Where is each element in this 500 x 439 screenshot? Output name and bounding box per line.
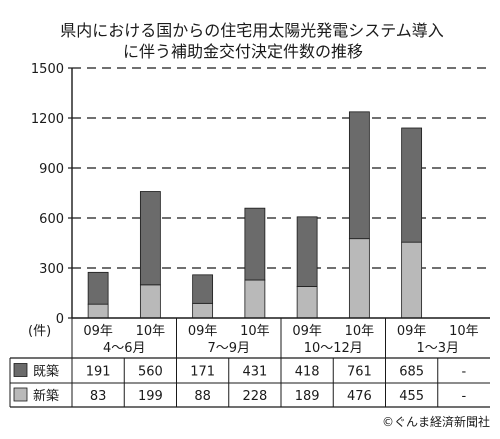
y-axis-ticks: 0 300 600 900 1200 1500 bbox=[31, 62, 72, 327]
table-value-new: - bbox=[462, 389, 467, 404]
table-value-new: 455 bbox=[399, 389, 424, 404]
bar-new-3 bbox=[244, 279, 266, 319]
bar-existing-1 bbox=[139, 191, 161, 286]
y-tick-label: 1200 bbox=[31, 112, 64, 127]
table-value-new: 189 bbox=[295, 389, 320, 404]
x-group-label: 4〜6月 bbox=[103, 341, 146, 356]
bar-new-5 bbox=[348, 238, 370, 319]
legend-label-existing: 既築 bbox=[33, 365, 59, 380]
bar-new-4 bbox=[296, 286, 318, 319]
bar-existing-2 bbox=[192, 274, 214, 304]
legend-label-new: 新築 bbox=[33, 388, 59, 404]
chart-title-line-1: 県内における国からの住宅用太陽光発電システム導入 bbox=[60, 21, 444, 40]
table-value-new: 228 bbox=[242, 389, 267, 404]
table-value-existing: 431 bbox=[242, 365, 267, 380]
table-value-existing: 761 bbox=[347, 365, 372, 380]
bar-new-2 bbox=[192, 302, 214, 319]
table-value-existing: 191 bbox=[86, 365, 111, 380]
table-value-existing: 685 bbox=[399, 365, 424, 380]
data-table: 09年 10年 09年 10年 09年 10年 09年 10年 4〜6月 7〜9月 10〜12月 1〜… bbox=[9, 318, 490, 408]
table-value-new: 88 bbox=[194, 389, 211, 404]
y-tick-label: 300 bbox=[39, 262, 64, 277]
bar-existing-0 bbox=[87, 271, 109, 305]
bar-new-0 bbox=[87, 303, 109, 319]
bar-existing-3 bbox=[244, 207, 266, 281]
legend-swatch-new bbox=[13, 387, 28, 402]
x-tick-year: 10年 bbox=[345, 324, 375, 339]
table-value-new: 83 bbox=[90, 389, 107, 404]
y-tick-label: 900 bbox=[39, 162, 64, 177]
table-value-new: 476 bbox=[347, 389, 372, 404]
table-value-existing: - bbox=[462, 365, 467, 380]
table-value-new: 199 bbox=[138, 389, 163, 404]
table-value-existing: 560 bbox=[138, 365, 163, 380]
unit-label: (件) bbox=[28, 324, 51, 339]
y-tick-label: 600 bbox=[39, 212, 64, 227]
x-tick-year: 09年 bbox=[292, 324, 322, 339]
bar-existing-6 bbox=[401, 127, 423, 243]
bar-new-1 bbox=[139, 284, 161, 319]
bars bbox=[87, 111, 423, 319]
bar-new-6 bbox=[401, 241, 423, 319]
y-tick-label: 0 bbox=[56, 312, 64, 327]
x-group-label: 10〜12月 bbox=[304, 341, 363, 356]
x-tick-year: 09年 bbox=[188, 324, 218, 339]
table-value-existing: 418 bbox=[295, 365, 320, 380]
gridlines bbox=[72, 67, 490, 269]
x-tick-year: 10年 bbox=[449, 324, 479, 339]
x-tick-year: 09年 bbox=[83, 324, 113, 339]
x-tick-year: 10年 bbox=[240, 324, 270, 339]
bar-existing-4 bbox=[296, 216, 318, 287]
x-group-label: 7〜9月 bbox=[207, 341, 250, 356]
table-value-existing: 171 bbox=[190, 365, 215, 380]
x-tick-year: 10年 bbox=[136, 324, 166, 339]
x-tick-year: 09年 bbox=[397, 324, 427, 339]
source-credit: ©ぐんま経済新聞社 bbox=[382, 414, 490, 429]
legend-swatch-existing bbox=[13, 363, 28, 377]
bar-existing-5 bbox=[348, 111, 370, 240]
chart-title-line-2: に伴う補助金交付決定件数の推移 bbox=[123, 42, 363, 61]
y-tick-label: 1500 bbox=[31, 62, 64, 77]
x-group-label: 1〜3月 bbox=[416, 341, 459, 356]
